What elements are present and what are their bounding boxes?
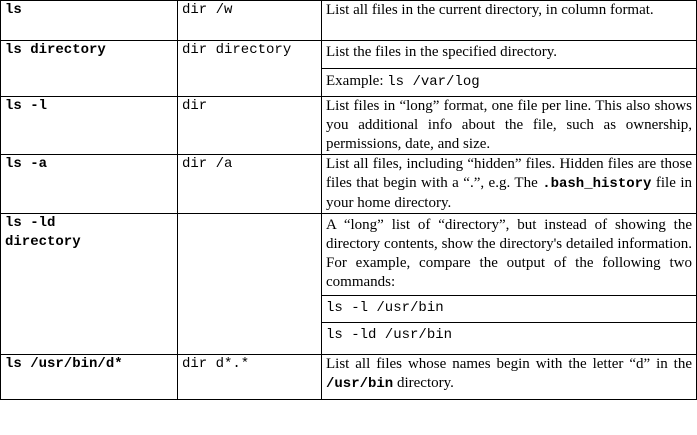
dos-command: dir /w <box>177 0 322 41</box>
dos-command <box>177 213 322 355</box>
description-text: file in your home directory. <box>326 175 693 211</box>
example-command: ls -ld /usr/bin <box>322 322 696 349</box>
unix-command-line: ls -ld <box>5 215 56 231</box>
dos-command: dir /a <box>177 154 322 214</box>
table-row: ls dir /w List all files in the current … <box>0 0 697 41</box>
example-line: Example: ls /var/log <box>322 68 696 96</box>
example-label: Example: <box>326 73 388 89</box>
table-row: ls /usr/bin/d* dir d*.* List all files w… <box>0 354 697 400</box>
dos-command: dir <box>177 96 322 155</box>
unix-command: ls directory <box>0 40 178 97</box>
dos-command: dir directory <box>177 40 322 97</box>
description-text: directory. <box>393 375 454 391</box>
unix-command-line: directory <box>5 234 81 250</box>
example-code: ls /var/log <box>387 74 480 90</box>
description: List all files in the current directory,… <box>321 0 697 41</box>
command-table: ls dir /w List all files in the current … <box>0 0 697 400</box>
unix-command: ls /usr/bin/d* <box>0 354 178 400</box>
table-row: ls directory dir directory List the file… <box>0 40 697 97</box>
unix-command: ls -l <box>0 96 178 155</box>
description: A “long” list of “directory”, but instea… <box>326 217 692 290</box>
dos-command: dir d*.* <box>177 354 322 400</box>
description-cell: A “long” list of “directory”, but instea… <box>321 213 697 355</box>
filename-code: .bash_history <box>542 176 652 192</box>
description-cell: List the files in the specified director… <box>321 40 697 97</box>
description-text: List all files, including “hidden” files… <box>326 156 692 191</box>
description: List files in “long” format, one file pe… <box>321 96 697 155</box>
path-code: /usr/bin <box>326 376 394 392</box>
description: List all files whose names begin with th… <box>321 354 697 400</box>
example-command: ls -l /usr/bin <box>322 295 696 322</box>
description: List all files, including “hidden” files… <box>321 154 697 214</box>
table-row: ls -a dir /a List all files, including “… <box>0 154 697 214</box>
unix-command: ls -ld directory <box>0 213 178 355</box>
description: List the files in the specified director… <box>326 44 558 60</box>
table-row: ls -ld directory A “long” list of “direct… <box>0 213 697 355</box>
unix-command: ls <box>0 0 178 41</box>
description-text: List all files whose names begin with th… <box>326 356 692 372</box>
table-row: ls -l dir List files in “long” format, o… <box>0 96 697 155</box>
unix-command: ls -a <box>0 154 178 214</box>
